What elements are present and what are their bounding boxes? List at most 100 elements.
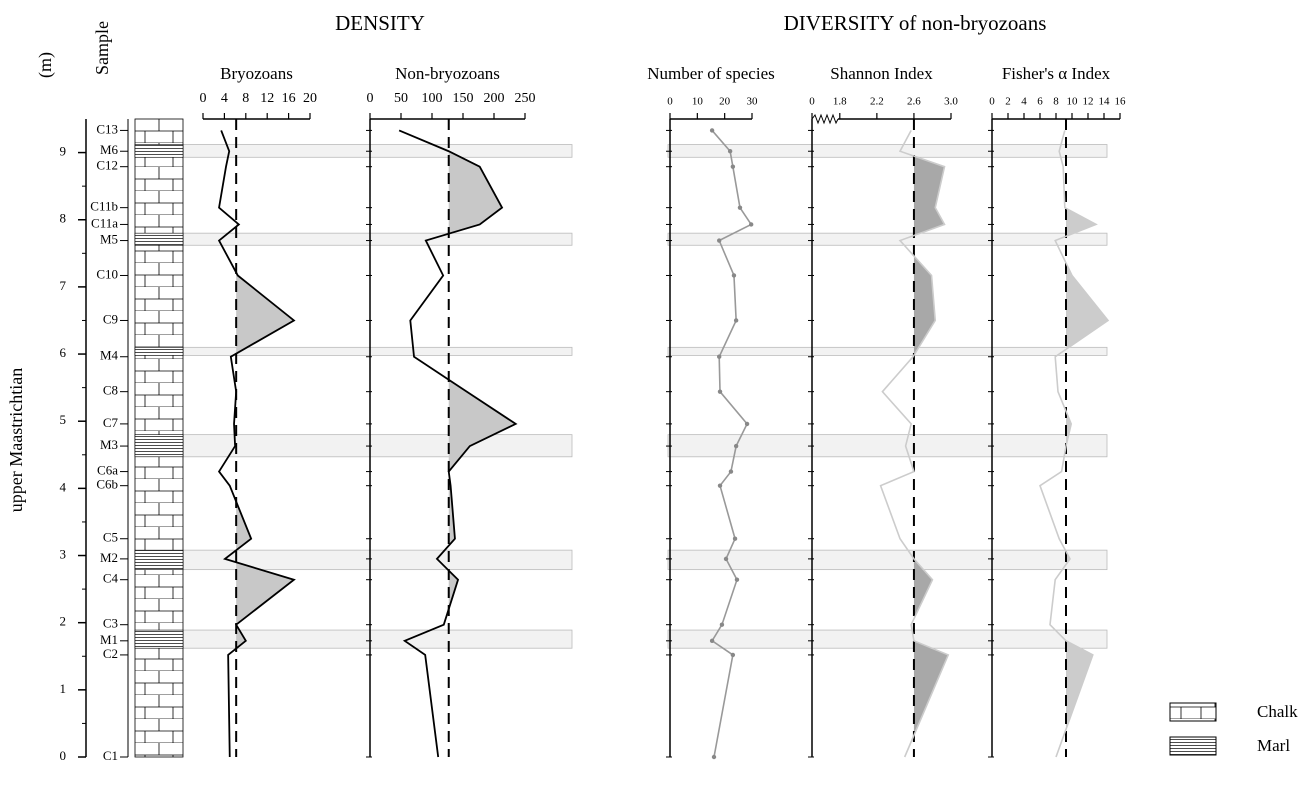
- x-tick-label: 0: [367, 91, 374, 106]
- sample-label: C11a: [91, 215, 118, 230]
- y-tick-label: 7: [60, 278, 67, 293]
- data-point: [711, 754, 717, 760]
- data-point: [717, 389, 723, 394]
- group-title: DIVERSITY of non-bryozoans: [784, 11, 1047, 35]
- x-tick-label: 0: [200, 91, 207, 106]
- panel-title: Fisher's α Index: [1002, 64, 1111, 83]
- sample-label: M1: [100, 632, 118, 647]
- panel-title: Shannon Index: [830, 64, 933, 83]
- data-point: [723, 556, 729, 562]
- y-label: upper Maastrichtian: [6, 368, 26, 512]
- y-tick-label: 3: [60, 547, 67, 562]
- marl-band: [667, 232, 1108, 246]
- sample-label: C11b: [90, 199, 118, 214]
- x-tick-label: 8: [1053, 96, 1059, 108]
- marl-band: [667, 549, 1108, 571]
- x-tick-label: 10: [692, 96, 704, 108]
- sample-label: M5: [100, 232, 118, 247]
- sample-label: C12: [96, 158, 118, 173]
- data-point: [717, 354, 722, 359]
- legend-label: Marl: [1257, 736, 1290, 755]
- sample-label: C3: [103, 616, 118, 631]
- marl-band: [667, 629, 1108, 649]
- x-tick-label: 2.2: [870, 96, 884, 108]
- data-point: [731, 273, 737, 278]
- marl-layer: [134, 629, 184, 649]
- data-point: [728, 469, 734, 474]
- data-point: [727, 149, 733, 154]
- panel-title: Non-bryozoans: [395, 64, 500, 83]
- sample-label: C13: [96, 121, 118, 136]
- x-tick-label: 150: [453, 91, 474, 106]
- data-point: [719, 622, 725, 627]
- data-point: [737, 205, 743, 210]
- data-point: [709, 638, 715, 644]
- profile-line: [879, 130, 950, 758]
- marl-layer: [134, 347, 184, 356]
- sample-label: M6: [100, 142, 119, 157]
- marl-band: [667, 346, 1108, 356]
- marl-band: [182, 434, 573, 458]
- sample-label: C8: [103, 383, 118, 398]
- group-title: DENSITY: [335, 11, 425, 35]
- x-tick-label: 50: [394, 91, 408, 106]
- sample-label: C1: [103, 748, 118, 763]
- marl-band: [182, 144, 573, 158]
- x-tick-label: 14: [1099, 96, 1111, 108]
- data-point: [717, 483, 723, 488]
- x-tick-label: 20: [303, 91, 317, 106]
- panel-title: Number of species: [647, 64, 774, 83]
- data-point: [734, 577, 740, 582]
- sample-label: M3: [100, 437, 118, 452]
- x-tick-label: 2.6: [907, 96, 921, 108]
- data-point: [717, 238, 722, 243]
- marl-band: [182, 232, 573, 246]
- y-tick-label: 0: [60, 748, 67, 763]
- x-tick-label: 0: [809, 96, 815, 108]
- x-tick-label: 3.0: [944, 96, 958, 108]
- marl-band: [667, 144, 1108, 158]
- x-tick-label: 12: [260, 91, 274, 106]
- panel-title: Bryozoans: [220, 64, 293, 83]
- data-point: [732, 536, 738, 541]
- x-tick-label: 4: [1021, 96, 1027, 108]
- y-tick-label: 4: [60, 479, 67, 494]
- marl-layer: [134, 549, 184, 570]
- above-mean-fill: [236, 130, 294, 757]
- x-tick-label: 0: [667, 96, 673, 108]
- data-point: [744, 421, 750, 427]
- x-tick-label: 30: [747, 96, 759, 108]
- above-mean-fill: [448, 130, 516, 757]
- x-tick-label: 10: [1067, 96, 1079, 108]
- y-tick-label: 9: [60, 144, 67, 159]
- x-tick-label: 20: [719, 96, 731, 108]
- x-tick-label: 1.8: [833, 96, 847, 108]
- x-tick-label: 12: [1083, 96, 1094, 108]
- x-tick-label: 16: [1115, 96, 1127, 108]
- data-point: [730, 652, 736, 658]
- x-tick-label: 8: [242, 91, 249, 106]
- data-point: [733, 443, 739, 449]
- marl-layer: [134, 434, 184, 458]
- y-tick-label: 5: [60, 412, 67, 427]
- sample-label: C9: [103, 311, 118, 326]
- x-tick-label: 16: [282, 91, 296, 106]
- x-tick-label: 2: [1005, 96, 1011, 108]
- profile-line: [217, 130, 296, 758]
- legend-label: Chalk: [1257, 702, 1298, 721]
- sample-label: C6a: [97, 463, 118, 478]
- profile-line: [398, 129, 518, 758]
- y-tick-label: 1: [60, 681, 67, 696]
- y-tick-label: 2: [60, 614, 67, 629]
- marl-layer: [134, 232, 184, 246]
- data-point: [709, 128, 715, 133]
- x-tick-label: 0: [989, 96, 995, 108]
- data-point: [748, 222, 754, 227]
- y-tick-label: 6: [60, 345, 67, 360]
- sample-label: C2: [103, 646, 118, 661]
- sample-label: C7: [103, 415, 119, 430]
- x-tick-label: 250: [515, 91, 536, 106]
- legend-swatch: [1169, 736, 1217, 756]
- above-mean-fill: [1066, 130, 1108, 757]
